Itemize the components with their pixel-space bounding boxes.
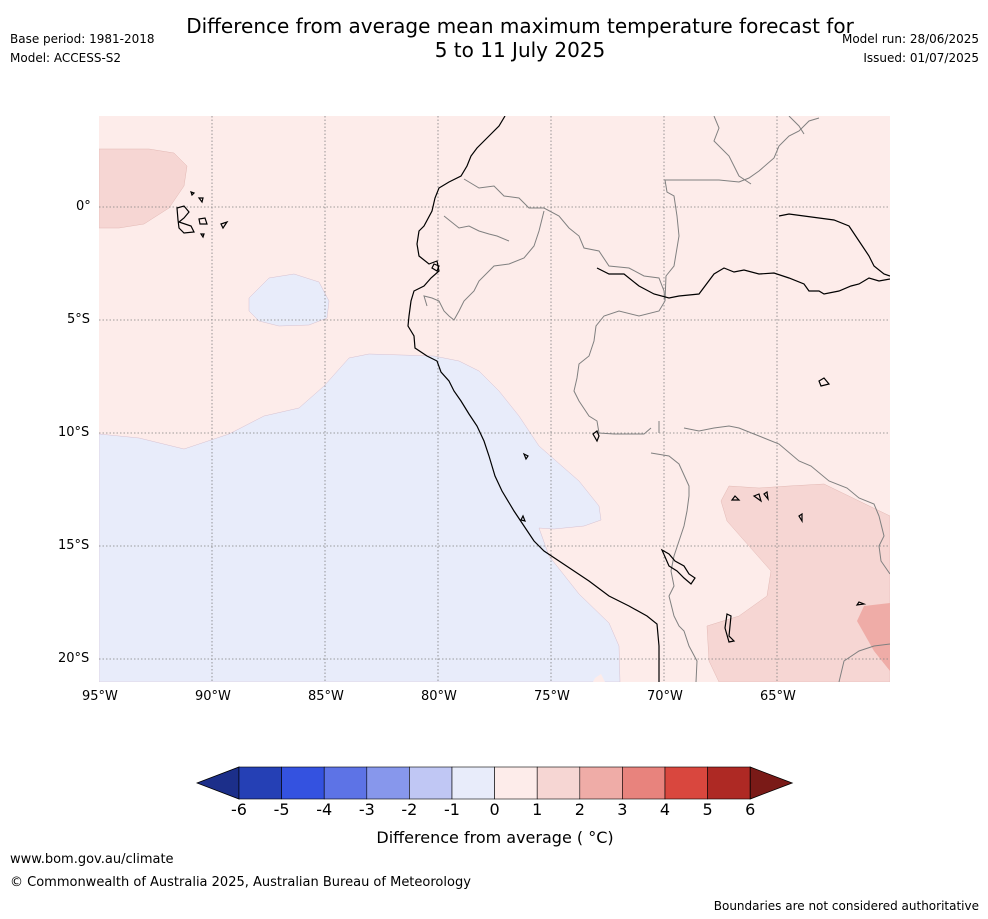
lat-label-5s: 5°S [67,312,91,327]
colorbar-cell [622,766,666,800]
model-name: Model: ACCESS-S2 [10,51,122,65]
lon-label-75w: 75°W [534,689,570,704]
colorbar-tick-label: 5 [702,800,713,819]
colorbar-tick-label: 4 [659,800,671,819]
colorbar-tick-label: -5 [273,800,290,819]
colorbar-tick-label: -3 [358,800,375,819]
colorbar [196,766,794,800]
title-line-1: Difference from average mean maximum tem… [186,14,854,38]
colorbar-cell [664,766,708,800]
colorbar-tick-label: -2 [401,800,418,819]
anomaly-1-2-region-southeast [706,483,890,682]
colorbar-title: Difference from average ( °C) [376,828,614,847]
colorbar-cell [323,766,368,800]
colorbar-tick-label: -4 [316,800,333,819]
title-line-2: 5 to 11 July 2025 [434,38,606,62]
lon-label-85w: 85°W [308,689,344,704]
model-run: Model run: 28/06/2025 [841,32,979,46]
colorbar-tick-label: 2 [574,800,585,819]
lat-label-15s: 15°S [58,538,90,553]
lon-label-95w: 95°W [82,689,118,704]
colorbar-cell [281,766,325,800]
colorbar-ticks: -6 -5 -4 -3 -2 -1 0 1 2 3 4 5 6 [196,800,794,822]
lon-label-70w: 70°W [647,689,683,704]
country-boundaries [423,116,890,682]
colorbar-cell [707,766,751,800]
lat-label-0: 0° [76,199,91,214]
lon-label-90w: 90°W [195,689,231,704]
colorbar-tick-label: 3 [617,800,628,819]
footer-disclaimer: Boundaries are not considered authoritat… [713,899,979,913]
colorbar-tick-label: 6 [745,800,756,819]
anomaly-1-2-region-northwest [99,148,188,229]
graticule [99,116,890,682]
base-period: Base period: 1981-2018 [10,32,155,46]
colorbar-tick-label: 1 [532,800,543,819]
colorbar-arrow-high [749,766,794,800]
colorbar-tick-label: 0 [489,800,500,819]
colorbar-cell [366,766,410,800]
colorbar-cell [451,766,495,800]
forecast-map [99,116,890,682]
colorbar-arrow-low [196,766,240,800]
colorbar-tick-label: -1 [444,800,460,819]
lon-label-80w: 80°W [421,689,457,704]
page-title: Difference from average mean maximum tem… [120,14,920,62]
coastline [176,116,890,682]
colorbar-cell [409,766,453,800]
footer-url[interactable]: www.bom.gov.au/climate [10,852,174,867]
lon-label-65w: 65°W [760,689,796,704]
colorbar-cell [238,766,282,800]
issued-date: Issued: 01/07/2025 [863,51,979,65]
lat-label-10s: 10°S [58,425,90,440]
colorbar-cell [536,766,581,800]
colorbar-cell [579,766,623,800]
anomaly-neg1-0-region-ocean [99,353,621,682]
anomaly-2-3-region [857,603,890,671]
anomaly-0-1-patch [593,674,605,682]
colorbar-cell [494,766,538,800]
colorbar-tick-label: -6 [231,800,247,819]
footer-copyright: © Commonwealth of Australia 2025, Austra… [10,875,471,890]
anomaly-neg1-0-region-small [248,273,330,327]
lat-label-20s: 20°S [58,651,90,666]
